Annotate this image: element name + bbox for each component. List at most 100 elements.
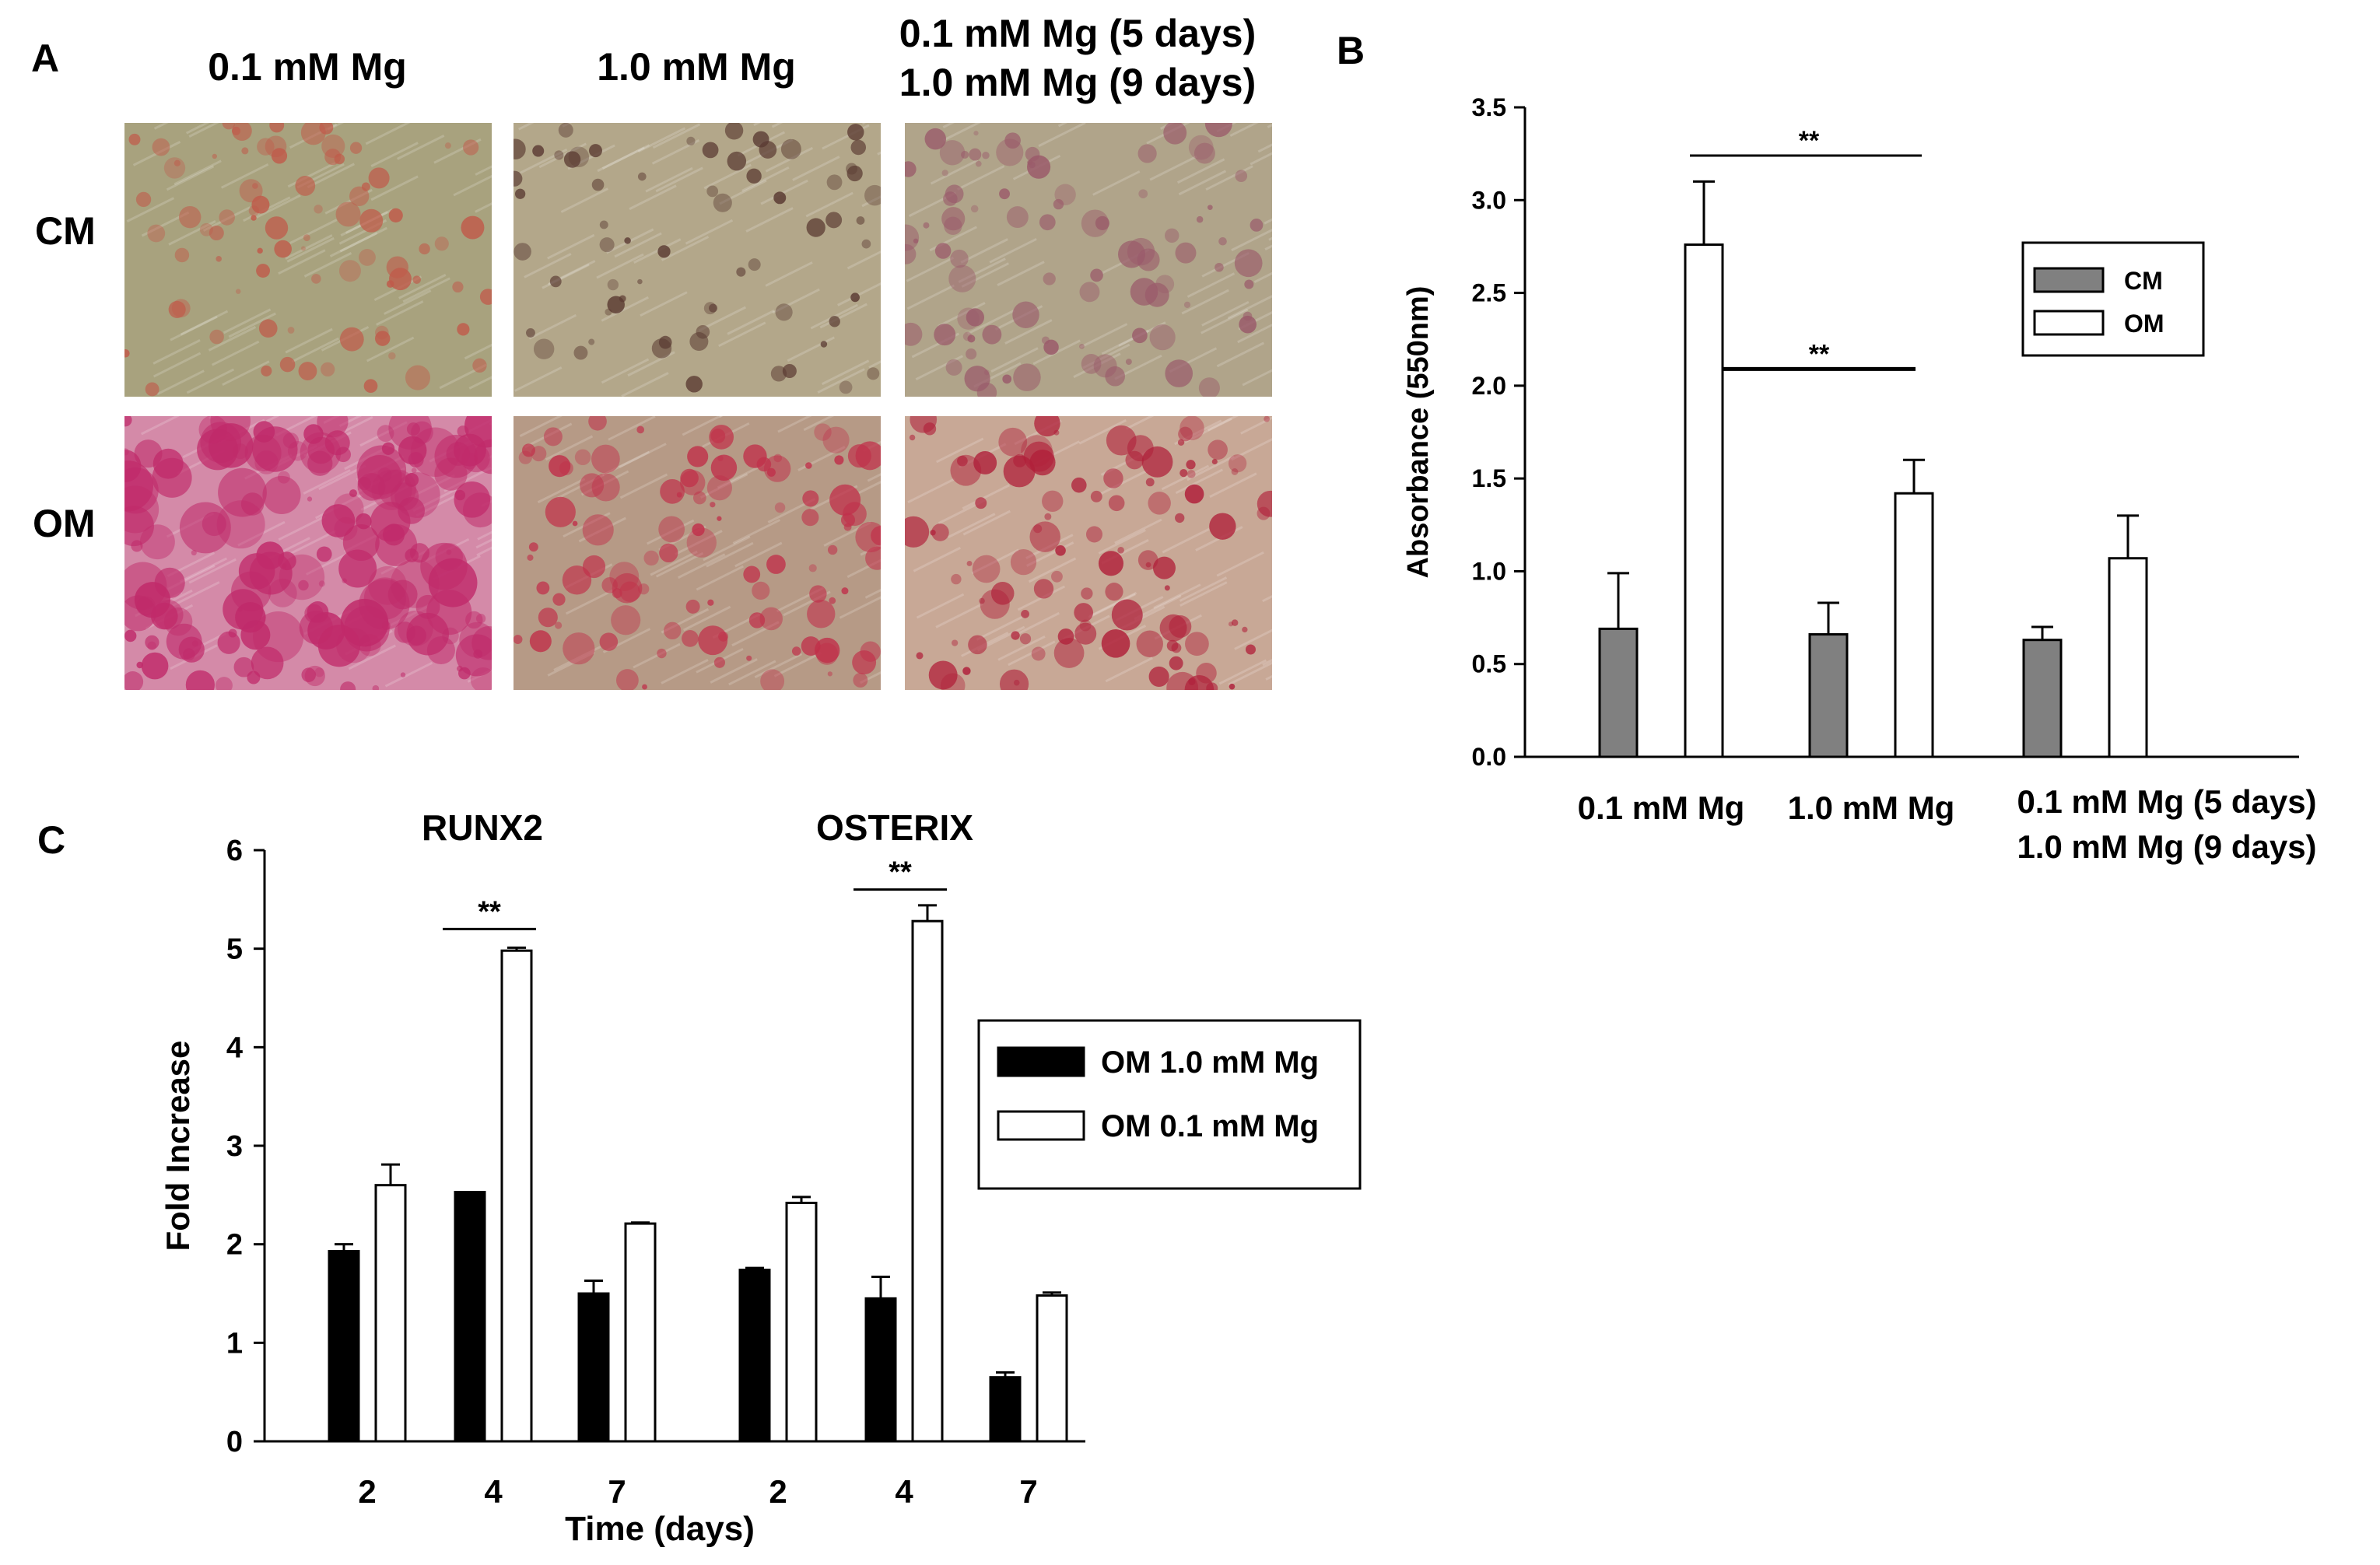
stain-deposit [442,627,459,645]
y-tick-label: 0 [226,1426,243,1458]
stain-deposit [406,625,426,646]
cell-fiber [1231,438,1272,461]
cell-fiber [867,473,881,482]
cell-fiber [655,551,704,578]
cell-fiber [560,187,609,213]
cell-fiber [398,274,447,299]
stain-deposit [514,188,526,199]
stain-deposit [257,138,275,156]
stain-deposit [1164,585,1170,591]
cell-fiber [278,515,326,541]
cell-fiber [907,478,955,504]
stain-deposit [128,133,141,145]
cell-fiber [1008,640,1056,667]
stain-deposit [359,208,384,233]
cell-fiber [962,484,1010,510]
stain-deposit [529,630,552,653]
legend-swatch [2033,310,2105,336]
stain-deposit [774,502,786,513]
cell-fiber [477,530,492,541]
stain-deposit [265,135,287,158]
stain-deposit [454,489,466,501]
stain-deposit [472,358,487,373]
stain-deposit [265,216,289,240]
cell-fiber [938,302,986,327]
stain-deposit [415,594,440,619]
stain-deposit [944,216,962,236]
cell-fiber [211,340,260,366]
stain-deposit [428,558,478,607]
cell-fiber [675,530,723,555]
stain-deposit [287,327,295,334]
cell-fiber [1228,661,1272,686]
stain-deposit [1148,666,1169,687]
cell-fiber [475,202,492,213]
cell-fiber [464,343,492,360]
stain-deposit [746,655,752,661]
row-header-om: OM [33,502,96,545]
stain-deposit [168,300,186,318]
cell-fiber [1209,472,1257,499]
stain-deposit [802,490,819,507]
stain-deposit [1039,214,1056,231]
cell-fiber [633,238,682,264]
cell-fiber [772,288,820,314]
cell-fiber [703,163,752,190]
stain-deposit [856,216,865,225]
stain-deposit [826,174,843,191]
y-tick-label: 0.5 [1472,650,1506,678]
cell-fiber [384,289,432,315]
cell-fiber [185,123,210,135]
stain-deposit [300,246,306,251]
stain-deposit [434,457,468,491]
stain-deposit [318,580,325,587]
bar-om-0.1 [624,1222,657,1443]
cell-fiber [601,450,650,477]
stain-deposit [689,332,709,352]
stain-deposit [659,543,678,562]
stain-deposit [1250,219,1264,232]
cell-fiber [839,596,881,619]
stain-deposit [624,237,631,244]
stain-deposit [687,446,709,467]
stain-deposit [839,380,853,394]
stain-deposit [340,681,356,690]
stain-deposit [692,523,705,537]
stain-deposit [815,642,839,665]
stain-deposit [1111,599,1143,631]
stain-deposit [1242,626,1248,633]
cell-fiber [651,139,700,165]
cell-fiber [303,469,351,495]
cell-fiber [1186,272,1236,298]
stain-deposit [975,497,987,509]
stain-deposit [317,625,360,667]
stain-deposit [827,544,838,555]
cell-fiber [1178,170,1227,196]
micrograph-texture [124,416,492,690]
cell-fiber [186,368,235,394]
stain-deposit [599,220,608,229]
stain-deposit [713,656,725,668]
cell-fiber [1088,593,1136,619]
stain-deposit [709,303,718,313]
legend-box [2021,241,2205,357]
cell-fiber [685,219,734,245]
cell-fiber [703,535,751,562]
stain-deposit [827,671,832,677]
stain-deposit [962,331,973,341]
stain-deposit [141,652,169,680]
stain-deposit [1055,544,1066,556]
stain-deposit [1244,279,1254,289]
cell-fiber [1262,594,1272,603]
stain-deposit [1234,249,1263,278]
stain-deposit [134,439,163,468]
stain-deposit [1079,282,1100,303]
stain-deposit [724,123,744,140]
stain-deposit [951,573,962,585]
cell-fiber [153,123,169,130]
stain-deposit [931,523,949,541]
stain-deposit [607,278,619,291]
bar-cm [1598,627,1639,758]
micrograph-texture [124,123,492,397]
cell-fiber [614,232,662,258]
